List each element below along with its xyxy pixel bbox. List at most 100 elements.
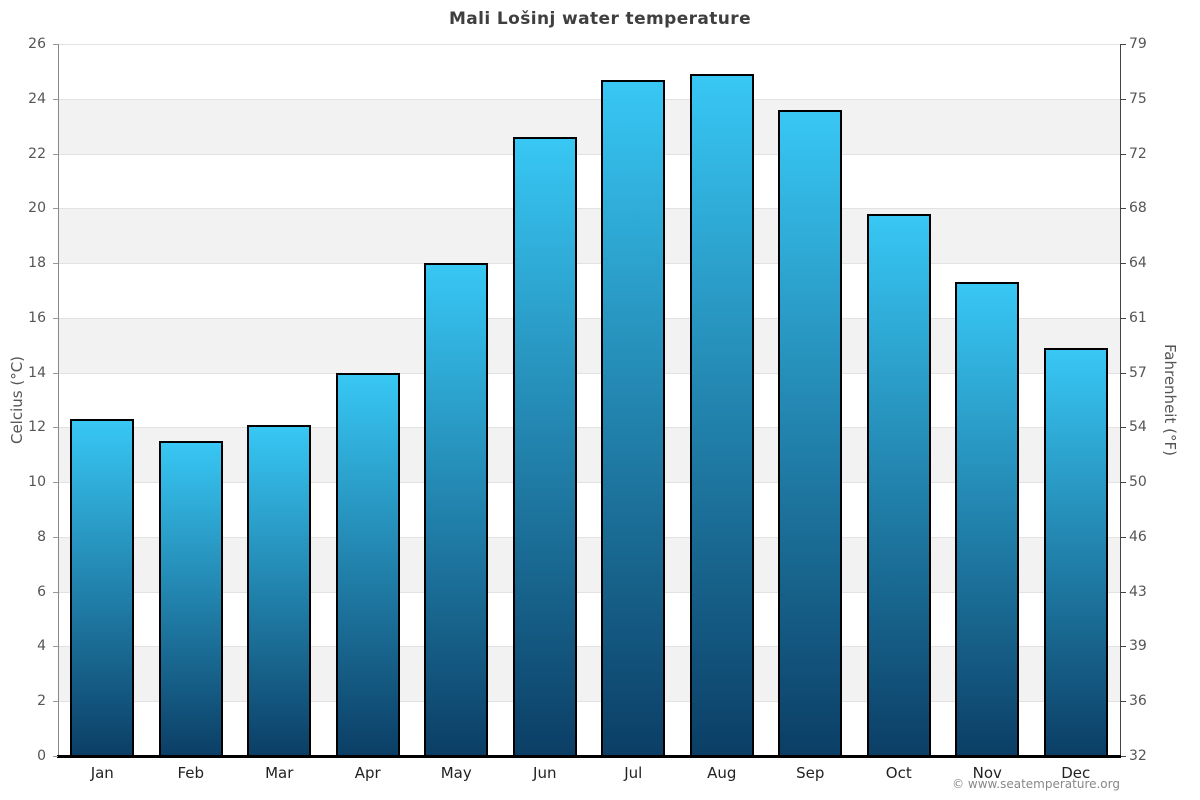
y-tick-left: 2 (37, 693, 46, 710)
chart-title: Mali Lošinj water temperature (448, 9, 752, 29)
gridline (58, 44, 1120, 45)
tick-mark (53, 98, 58, 100)
gridline (58, 701, 1120, 702)
plot-band (58, 263, 1120, 318)
y-tick-left: 12 (28, 419, 46, 436)
x-axis (57, 755, 1121, 758)
tick-mark (53, 263, 58, 265)
x-tick-label: May (440, 764, 472, 782)
gridline (58, 99, 1120, 100)
y-tick-right: 50 (1129, 474, 1147, 491)
gridline (58, 263, 1120, 264)
plot-band (58, 44, 1120, 99)
y-axis-label-fahrenheit: Fahrenheit (°F) (1161, 344, 1179, 456)
y-tick-left: 22 (28, 145, 46, 162)
gridline (58, 373, 1120, 374)
y-tick-left: 16 (28, 309, 46, 326)
y-tick-right: 39 (1129, 638, 1147, 655)
tick-mark (1121, 756, 1126, 757)
bar-apr (335, 372, 400, 756)
tick-mark (1121, 427, 1126, 429)
plot-band (58, 208, 1120, 264)
y-tick-right: 64 (1129, 255, 1147, 272)
tick-mark (53, 317, 58, 319)
tick-mark (1121, 701, 1126, 703)
y-tick-left: 20 (28, 200, 46, 217)
plot-band (58, 701, 1120, 756)
plot-band (58, 427, 1120, 483)
tick-mark (1121, 153, 1126, 155)
y-tick-left: 6 (37, 583, 46, 600)
y-tick-right: 36 (1129, 693, 1147, 710)
gridline (58, 154, 1120, 155)
bar-dec (1043, 347, 1108, 756)
y-axis-left (58, 44, 59, 756)
y-tick-left: 0 (37, 748, 46, 764)
y-tick-left: 24 (28, 90, 46, 107)
gridline (58, 592, 1120, 593)
bar-aug (689, 74, 754, 756)
y-tick-right: 46 (1129, 528, 1147, 545)
tick-mark (1121, 317, 1126, 319)
tick-mark (53, 536, 58, 538)
gridline (58, 318, 1120, 319)
y-tick-right: 54 (1129, 419, 1147, 436)
tick-mark (1121, 482, 1126, 484)
y-tick-right: 57 (1129, 364, 1147, 381)
y-tick-right: 72 (1129, 145, 1147, 162)
tick-mark (53, 591, 58, 593)
plot-band (58, 646, 1120, 702)
x-tick-label: Mar (265, 764, 294, 782)
tick-mark (1121, 646, 1126, 648)
bar-jun (512, 137, 577, 756)
x-tick-label: Aug (707, 764, 737, 782)
tick-mark (53, 372, 58, 374)
bar-oct (866, 213, 931, 756)
y-tick-left: 18 (28, 255, 46, 272)
plot-band (58, 98, 1120, 154)
plot-band (58, 591, 1120, 647)
y-tick-right: 61 (1129, 309, 1147, 326)
x-tick-label: Dec (1061, 764, 1091, 782)
bar-jan (70, 419, 135, 756)
y-tick-right: 79 (1129, 36, 1147, 52)
gridline (58, 427, 1120, 428)
tick-mark (53, 646, 58, 648)
tick-mark (53, 153, 58, 155)
tick-mark (1121, 208, 1126, 210)
tick-mark (1121, 536, 1126, 538)
y-tick-left: 14 (28, 364, 46, 381)
tick-mark (53, 427, 58, 429)
tick-mark (1121, 372, 1126, 374)
bar-may (424, 263, 489, 756)
plot-band (58, 482, 1120, 537)
x-tick-label: Sep (796, 764, 825, 782)
tick-mark (1121, 591, 1126, 593)
plot-band (58, 153, 1120, 209)
x-tick-label: Jan (90, 764, 114, 782)
tick-mark (53, 482, 58, 484)
tick-mark (53, 701, 58, 703)
plot-band (58, 372, 1120, 428)
y-tick-left: 8 (37, 528, 46, 545)
x-tick-label: Jul (624, 764, 643, 782)
y-tick-right: 75 (1129, 90, 1147, 107)
tick-mark (53, 44, 58, 45)
x-tick-label: Apr (354, 764, 381, 782)
tick-mark (1121, 263, 1126, 265)
tick-mark (1121, 98, 1126, 100)
bar-nov (955, 282, 1020, 756)
y-tick-right: 68 (1129, 200, 1147, 217)
x-tick-label: Feb (177, 764, 205, 782)
x-tick-label: Nov (972, 764, 1002, 782)
x-tick-label: Jun (533, 764, 557, 782)
gridline (58, 482, 1120, 483)
tick-mark (1121, 44, 1126, 45)
y-tick-left: 4 (37, 638, 46, 655)
tick-mark (53, 208, 58, 210)
bar-feb (158, 441, 223, 756)
y-tick-left: 26 (28, 36, 46, 52)
copyright-text: © www.seatemperature.org (952, 777, 1120, 791)
gridline (58, 208, 1120, 209)
